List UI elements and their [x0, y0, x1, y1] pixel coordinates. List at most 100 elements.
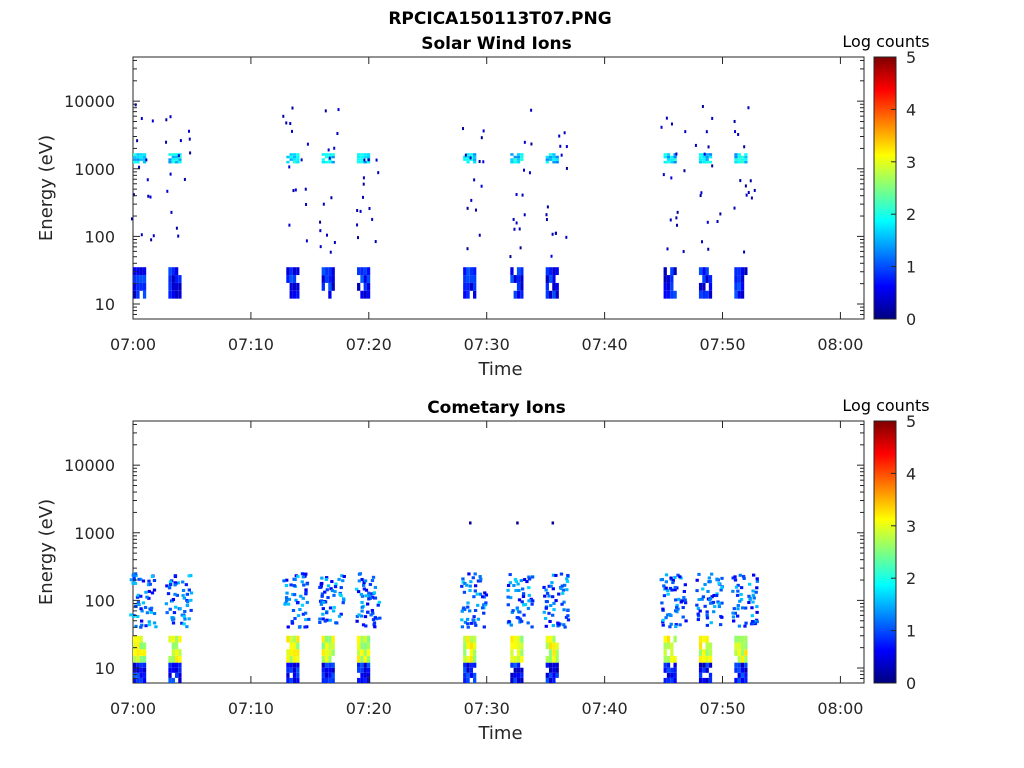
data-cell [703, 604, 707, 608]
data-cell [678, 623, 682, 627]
data-cell [305, 582, 309, 586]
data-cell [364, 588, 369, 592]
data-cell [739, 592, 743, 596]
data-cell [705, 623, 710, 627]
data-cell [555, 155, 559, 159]
data-cell [145, 158, 148, 162]
data-cell [296, 290, 300, 299]
data-cell [466, 677, 470, 683]
data-cell [666, 158, 671, 161]
data-cell [180, 613, 184, 617]
data-cell [735, 593, 740, 597]
data-cell [360, 155, 364, 159]
data-cell [522, 613, 526, 617]
data-cell [737, 267, 741, 276]
data-cell [717, 581, 721, 585]
data-cell [735, 614, 740, 618]
data-cell [559, 144, 562, 148]
data-cell [545, 677, 549, 683]
data-cell [133, 290, 137, 299]
data-cell [666, 282, 671, 291]
data-cell [359, 614, 364, 618]
data-cell [357, 153, 361, 156]
data-cell [303, 611, 308, 615]
data-cell [702, 267, 706, 276]
data-cell [551, 232, 554, 236]
data-cell [548, 667, 553, 673]
data-cell [714, 594, 719, 598]
data-cell [362, 182, 365, 186]
data-cell [555, 267, 559, 276]
data-cell [737, 153, 741, 156]
data-cell [472, 595, 476, 599]
data-cell [140, 623, 144, 627]
data-cell [751, 589, 755, 593]
data-cell [706, 220, 709, 224]
data-cell [370, 579, 375, 583]
data-cell [755, 577, 759, 581]
data-cell [666, 247, 669, 251]
data-cell [318, 620, 322, 624]
data-cell [173, 581, 177, 585]
data-cell [545, 275, 549, 283]
data-cell [705, 613, 709, 617]
data-cell [362, 581, 366, 585]
data-cell [139, 607, 143, 611]
data-cell [709, 621, 713, 625]
data-cell [552, 667, 556, 673]
data-cell [372, 591, 377, 595]
data-cell [328, 153, 332, 156]
data-cell [323, 590, 327, 594]
data-cell [469, 153, 474, 156]
data-cell [469, 667, 474, 673]
data-cell [328, 290, 332, 299]
data-cell [698, 672, 703, 678]
data-cell [515, 221, 518, 225]
data-cell [473, 672, 477, 678]
data-cell [666, 655, 671, 663]
data-cell [289, 655, 293, 663]
data-cell [670, 642, 674, 650]
data-cell [744, 606, 748, 610]
x-axis-label: Time [477, 723, 522, 744]
data-cell [325, 611, 329, 615]
x-tick-label: 07:00 [110, 335, 156, 354]
data-cell [522, 603, 526, 607]
y-axis-label: Energy (eV) [36, 499, 57, 605]
data-cell [461, 580, 465, 584]
data-cell [375, 158, 378, 162]
data-cell [548, 158, 553, 161]
data-cell [363, 155, 367, 159]
data-cell [483, 603, 488, 607]
data-cell [545, 160, 549, 164]
data-cell [292, 635, 297, 643]
data-cell [734, 635, 738, 643]
data-cell [516, 282, 521, 291]
data-cell [510, 275, 514, 283]
data-cell [739, 586, 744, 590]
data-cell [319, 229, 322, 233]
data-cell [378, 616, 382, 620]
data-cell [326, 584, 331, 588]
data-cell [666, 613, 670, 617]
data-cell [663, 282, 667, 291]
data-cell [289, 290, 293, 299]
data-cell [146, 178, 149, 182]
data-cell [357, 677, 361, 683]
data-cell [562, 600, 566, 604]
data-cell [366, 649, 371, 656]
data-cell [292, 667, 297, 673]
data-cell [178, 635, 182, 643]
data-cell [355, 587, 359, 591]
data-cell [469, 267, 474, 276]
data-cell [132, 576, 136, 580]
data-cell [737, 282, 741, 291]
y-tick-label: 10 [95, 659, 115, 678]
data-cell [751, 620, 755, 624]
data-cell [136, 593, 140, 597]
data-cell [737, 624, 742, 628]
data-cell [754, 590, 758, 594]
data-cell [744, 662, 748, 668]
data-cell [520, 649, 524, 656]
